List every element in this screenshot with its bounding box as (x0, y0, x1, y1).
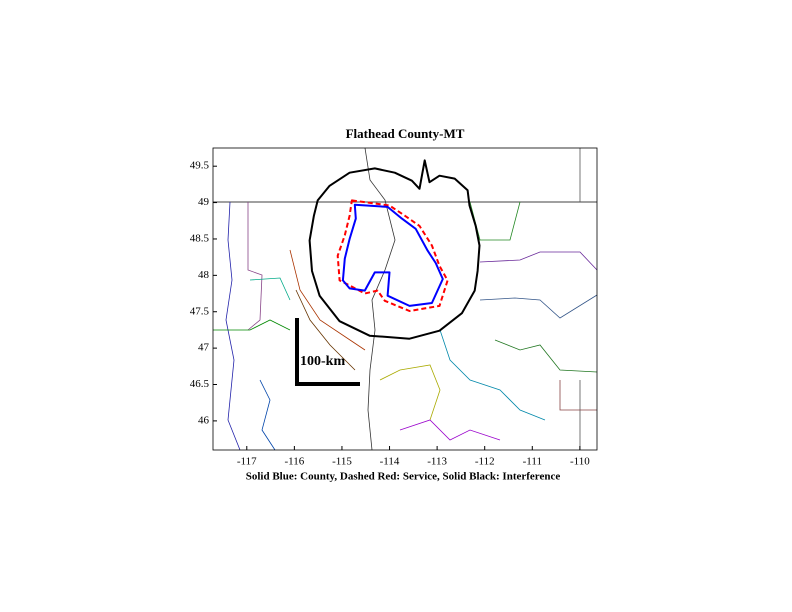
boundary (364, 147, 396, 451)
county-boundaries (213, 147, 598, 451)
y-tick-label: 46 (198, 414, 210, 426)
boundary (439, 329, 546, 421)
y-tick-label: 46.5 (190, 378, 210, 390)
contour (308, 159, 481, 340)
boundary (494, 339, 598, 373)
y-tick-label: 47.5 (190, 305, 210, 317)
y-tick-label: 48.5 (190, 232, 210, 244)
boundary (479, 251, 598, 271)
x-tick-label: -113 (427, 456, 447, 468)
boundary (295, 289, 356, 371)
x-tick-label: -111 (523, 456, 542, 468)
boundary (289, 249, 366, 351)
boundary (399, 419, 501, 441)
x-tick-label: -115 (332, 456, 352, 468)
y-tick-label: 47 (198, 342, 210, 354)
boundary (259, 379, 276, 451)
x-tick-label: -116 (284, 456, 304, 468)
boundary (379, 364, 441, 421)
scale-bar (295, 318, 360, 386)
boundary (479, 294, 598, 319)
y-tick-label: 48 (198, 269, 210, 281)
y-tick-label: 49.5 (190, 160, 210, 172)
boundary (249, 277, 291, 301)
x-axis-label: Solid Blue: County, Dashed Red: Service,… (246, 471, 561, 483)
x-tick-label: -112 (475, 456, 495, 468)
y-tick-label: 49 (198, 196, 210, 208)
contour (341, 203, 444, 307)
boundary (213, 319, 291, 331)
boundary (559, 380, 597, 411)
boundary (247, 202, 263, 331)
x-tick-label: -114 (380, 456, 400, 468)
scale-label: 100-km (300, 354, 345, 369)
plot-frame (212, 147, 598, 451)
chart-title: Flathead County-MT (346, 126, 465, 141)
x-tick-label: -117 (237, 456, 257, 468)
boundary (225, 201, 241, 451)
x-tick-label: -110 (570, 456, 590, 468)
